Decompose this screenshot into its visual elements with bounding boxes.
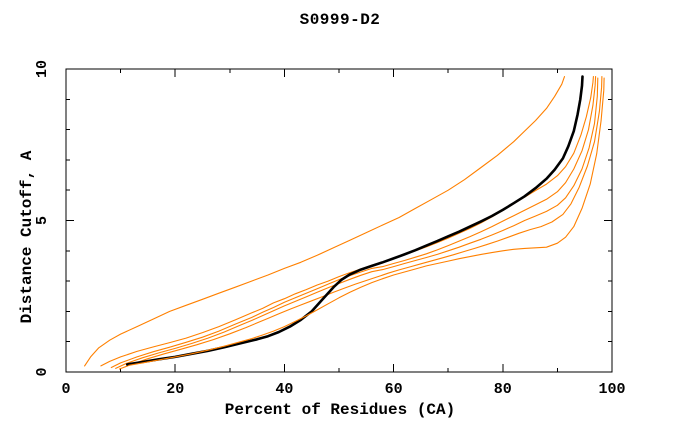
y-tick-label: 0 xyxy=(34,367,51,376)
y-tick-label: 10 xyxy=(34,60,51,78)
y-tick-label: 5 xyxy=(34,216,51,225)
series-comparison-2 xyxy=(100,76,594,367)
series-comparison-6 xyxy=(128,77,605,366)
series-model xyxy=(125,75,584,366)
x-axis-label: Percent of Residues (CA) xyxy=(224,401,456,419)
x-tick-label: 60 xyxy=(385,381,403,398)
x-tick-label: 40 xyxy=(275,381,293,398)
series-comparison-1-outlier xyxy=(84,76,566,367)
series-comparison-4 xyxy=(115,77,599,369)
plot-border xyxy=(65,68,613,373)
x-tick-label: 20 xyxy=(166,381,184,398)
chart-title: S0999-D2 xyxy=(299,11,381,29)
x-tick-label: 80 xyxy=(494,381,512,398)
series-comparison-3 xyxy=(110,76,597,369)
series-comparison-5 xyxy=(118,76,603,370)
x-tick-label: 100 xyxy=(598,381,625,398)
x-tick-label: 0 xyxy=(61,381,70,398)
